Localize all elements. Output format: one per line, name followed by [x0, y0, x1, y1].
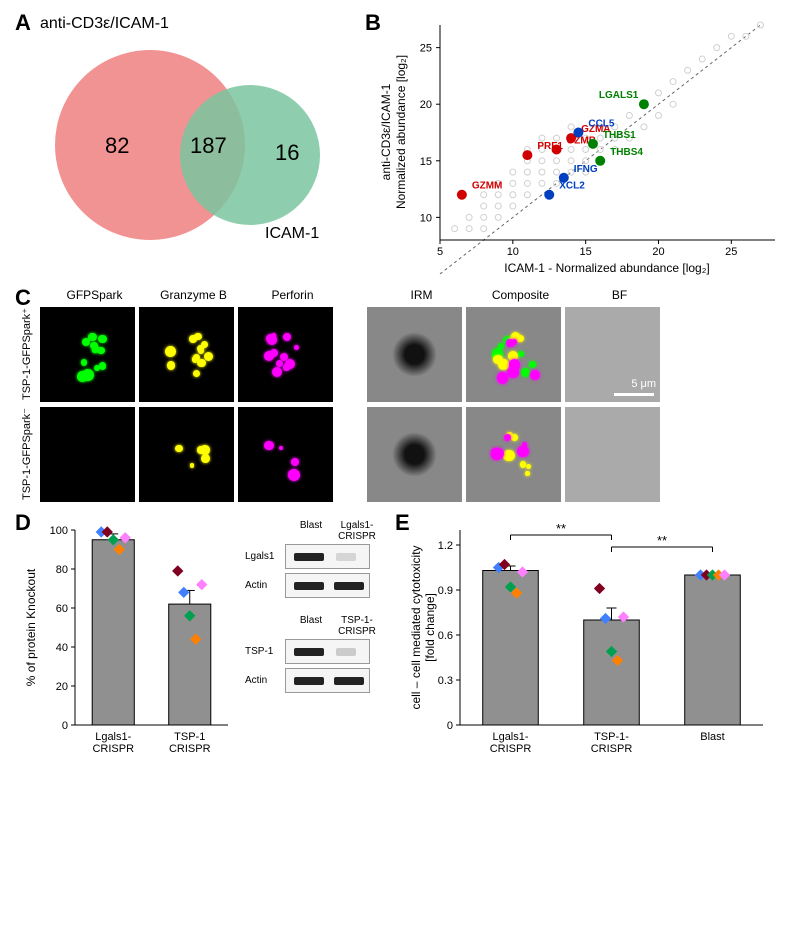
- blot-lane: [285, 668, 370, 693]
- row-label: TSP-1-GFPSpark⁻: [20, 405, 38, 504]
- svg-text:100: 100: [50, 525, 68, 537]
- col-header: IRM: [372, 288, 471, 302]
- svg-text:ICAM-1 - Normalized abundance: ICAM-1 - Normalized abundance [log₂]: [504, 261, 709, 275]
- western-blots: Blast Lgals1- CRISPR Lgals1 Actin Blast …: [245, 520, 377, 695]
- svg-text:THBS1: THBS1: [603, 130, 636, 141]
- svg-text:0: 0: [62, 720, 68, 732]
- svg-text:CRISPR: CRISPR: [490, 743, 532, 755]
- blot-label: Lgals1- CRISPR: [337, 520, 377, 542]
- figure-root: A anti-CD3ε/ICAM-1 82 187 16 ICAM-1 B 51…: [10, 10, 790, 780]
- svg-text:0.9: 0.9: [438, 585, 453, 597]
- blot-label: TSP-1- CRISPR: [337, 615, 377, 637]
- svg-text:Lgals1-: Lgals1-: [492, 731, 528, 743]
- svg-text:1.2: 1.2: [438, 540, 453, 552]
- blot-label: Blast: [291, 615, 331, 637]
- col-header: BF: [570, 288, 669, 302]
- venn-diagram: 82 187 16: [20, 35, 340, 255]
- row-label: TSP-1-GFPSpark⁺: [20, 305, 38, 404]
- blot-protein: TSP-1: [245, 646, 285, 657]
- svg-text:Blast: Blast: [700, 731, 724, 743]
- blot-lane: [285, 639, 370, 664]
- blot-control: Actin: [245, 675, 285, 686]
- svg-text:187: 187: [190, 133, 227, 158]
- svg-text:[fold change]: [fold change]: [423, 593, 437, 662]
- svg-text:TSP-1: TSP-1: [174, 731, 205, 743]
- svg-text:CCL5: CCL5: [588, 119, 615, 130]
- svg-text:16: 16: [275, 140, 299, 165]
- svg-text:40: 40: [56, 642, 68, 654]
- svg-text:0.6: 0.6: [438, 630, 453, 642]
- svg-text:CRISPR: CRISPR: [591, 743, 633, 755]
- blot-protein: Lgals1: [245, 551, 285, 562]
- svg-text:10: 10: [507, 246, 519, 258]
- svg-text:20: 20: [56, 681, 68, 693]
- svg-text:TSP-1-: TSP-1-: [594, 731, 629, 743]
- col-header: Perforin: [243, 288, 342, 302]
- svg-text:XCL2: XCL2: [559, 181, 585, 192]
- col-header: GFPSpark: [45, 288, 144, 302]
- bar-chart-e: 00.30.60.91.2Lgals1-CRISPRTSP-1-CRISPRBl…: [405, 515, 775, 775]
- svg-text:0: 0: [447, 720, 453, 732]
- svg-text:80: 80: [56, 564, 68, 576]
- microscopy-row-2: TSP-1-GFPSpark⁻: [20, 405, 662, 504]
- svg-text:82: 82: [105, 133, 129, 158]
- svg-text:15: 15: [580, 246, 592, 258]
- microscopy-headers: GFPSpark Granzyme B Perforin IRM Composi…: [45, 288, 669, 302]
- microscopy-row-1: TSP-1-GFPSpark⁺ 5 μm: [20, 305, 662, 404]
- svg-text:**: **: [556, 521, 566, 536]
- svg-text:cell – cell mediated cytotoxic: cell – cell mediated cytotoxicity: [409, 545, 423, 709]
- svg-text:Lgals1-: Lgals1-: [95, 731, 131, 743]
- svg-text:% of protein Knockout: % of protein Knockout: [24, 568, 38, 686]
- blot-lane: [285, 544, 370, 569]
- col-header: Composite: [471, 288, 570, 302]
- blot-lane: [285, 573, 370, 598]
- svg-text:20: 20: [420, 99, 432, 111]
- venn-label-1: anti-CD3ε/ICAM-1: [40, 15, 169, 33]
- svg-text:25: 25: [420, 43, 432, 55]
- svg-text:5: 5: [437, 246, 443, 258]
- blot-label: Blast: [291, 520, 331, 542]
- svg-text:60: 60: [56, 603, 68, 615]
- svg-text:CRISPR: CRISPR: [169, 743, 211, 755]
- panel-a-label: A: [15, 10, 31, 36]
- svg-text:10: 10: [420, 212, 432, 224]
- blot-control: Actin: [245, 580, 285, 591]
- svg-text:20: 20: [652, 246, 664, 258]
- col-header: Granzyme B: [144, 288, 243, 302]
- svg-text:anti-CD3ε/ICAM-1: anti-CD3ε/ICAM-1: [379, 83, 393, 180]
- bar-chart-d: 020406080100Lgals1-CRISPRTSP-1CRISPR% of…: [20, 515, 240, 775]
- svg-text:Normalized abundance [log₂]: Normalized abundance [log₂]: [394, 55, 408, 209]
- svg-text:IFNG: IFNG: [574, 164, 598, 175]
- svg-text:CRISPR: CRISPR: [92, 743, 134, 755]
- svg-text:15: 15: [420, 156, 432, 168]
- venn-label-2: ICAM-1: [265, 225, 319, 243]
- svg-text:0.3: 0.3: [438, 675, 453, 687]
- svg-text:THBS4: THBS4: [610, 147, 643, 158]
- svg-text:25: 25: [725, 246, 737, 258]
- svg-text:GZMM: GZMM: [472, 181, 503, 192]
- svg-text:**: **: [657, 533, 667, 548]
- svg-text:LGALS1: LGALS1: [599, 90, 639, 101]
- scatter-plot: 51015202510152025GZMMPRF1GZMBGZMACCL5IFN…: [370, 10, 790, 280]
